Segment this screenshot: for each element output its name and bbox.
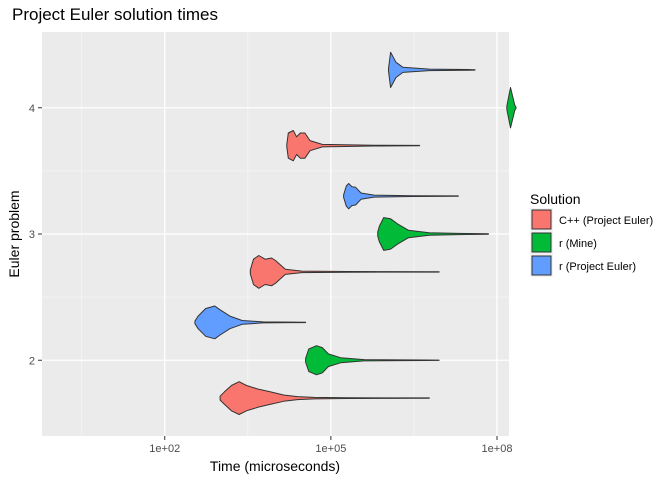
violins (194, 51, 517, 415)
x-tick-label: 1e+05 (315, 443, 346, 455)
x-axis-ticks: 1e+02 1e+05 1e+08 (149, 436, 512, 455)
legend-swatch (531, 209, 552, 230)
legend-label: C++ (Project Euler) (559, 215, 653, 227)
legend-swatch (531, 255, 552, 276)
x-tick-label: 1e+02 (149, 443, 180, 455)
violin-problem-2-r-mine (305, 345, 440, 376)
y-tick-label: 4 (29, 103, 35, 115)
legend: Solution C++ (Project Euler) r (Mine) r (P… (530, 191, 653, 277)
violin-problem-4-r-mine (506, 87, 517, 129)
legend-swatch (531, 232, 552, 253)
violin-problem-3-c-project-euler (249, 255, 440, 289)
x-axis-title: Time (microseconds) (210, 458, 340, 474)
legend-items: C++ (Project Euler) r (Mine) r (Project Eu… (530, 208, 653, 277)
violin-problem-1-c-project-euler (219, 381, 430, 415)
chart-title: Project Euler solution times (12, 5, 218, 24)
legend-title: Solution (530, 191, 581, 207)
violin-problem-2-r-project-euler (194, 305, 307, 340)
y-axis-title: Euler problem (6, 190, 22, 277)
y-tick-label: 2 (29, 355, 35, 367)
violin-problem-3-r-mine (377, 217, 489, 251)
violin-problem-3-r-project-euler (343, 183, 459, 210)
violin-problem-4-r-project-euler (388, 51, 476, 88)
y-axis-ticks: 2 3 4 (29, 103, 42, 367)
violin-problem-4-c-project-euler (286, 130, 421, 162)
legend-label: r (Mine) (559, 238, 597, 250)
x-tick-label: 1e+08 (482, 443, 513, 455)
y-tick-label: 3 (29, 229, 35, 241)
legend-label: r (Project Euler) (559, 261, 636, 273)
